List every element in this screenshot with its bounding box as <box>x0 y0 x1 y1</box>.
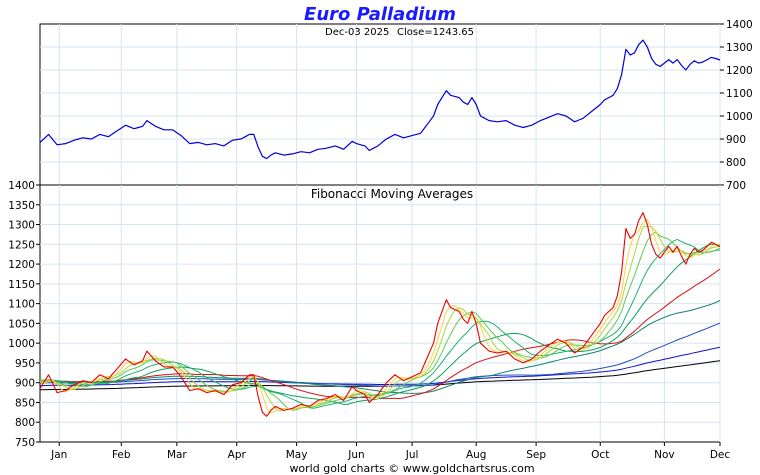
info-close: Close=1243.65 <box>397 27 474 38</box>
x-tick-label: Mar <box>167 449 187 461</box>
ma-y-tick-label: 1200 <box>8 259 35 271</box>
ma-line-21 <box>40 243 721 405</box>
ma-panel-frame <box>39 184 721 443</box>
ma-line-89 <box>40 322 721 387</box>
x-tick-label: Aug <box>466 449 487 461</box>
ma-line-13 <box>39 238 721 409</box>
ma-lines <box>39 212 721 417</box>
ma-line-3 <box>39 218 721 414</box>
ma-y-tick-label: 1100 <box>8 299 35 311</box>
ma-y-tick-label: 750 <box>15 437 35 449</box>
price-y-tick-label: 1200 <box>726 65 753 77</box>
x-axis: Jan Feb Mar Apr May Jun Jul Aug Sep Oct Nov Dec <box>50 442 730 461</box>
x-tick-label: Jul <box>405 449 419 461</box>
ma-y-tick-label: 1000 <box>8 338 35 350</box>
price-panel-frame <box>39 23 721 186</box>
ma-line-144 <box>39 346 721 387</box>
x-tick-label: Dec <box>710 449 731 461</box>
ma-subtitle: Fibonacci Moving Averages <box>311 187 473 201</box>
x-tick-label: Sep <box>526 449 546 461</box>
ma-y-tick-label: 1350 <box>8 200 35 212</box>
price-y-tick-label: 1400 <box>726 19 753 31</box>
x-tick-label: Nov <box>654 449 675 461</box>
ma-y-tick-label: 1400 <box>8 180 35 192</box>
price-y-tick-label: 1000 <box>726 111 753 123</box>
x-tick-label: Jan <box>50 449 67 461</box>
price-lines <box>39 39 721 160</box>
price-y-axis: 700 800 900 1000 1100 1200 1300 1400 <box>720 19 753 192</box>
ma-y-axis: 750 800 850 900 950 1000 1050 1100 1150 1200 1250 1… <box>8 180 40 449</box>
x-tick-label: Oct <box>591 449 609 461</box>
price-y-tick-label: 1300 <box>726 42 753 54</box>
ma-y-tick-label: 1050 <box>8 318 35 330</box>
chart-title: Euro Palladium <box>304 4 456 25</box>
footer-credit: world gold charts © www.goldchartsrus.co… <box>289 462 534 475</box>
ma-line-8 <box>39 231 721 411</box>
ma-y-tick-label: 900 <box>15 378 35 390</box>
x-tick-label: Jun <box>347 449 364 461</box>
ma-panel: 750 800 850 900 950 1000 1050 1100 1150 1200 1250 1… <box>8 180 730 461</box>
price-panel: 700 800 900 1000 1100 1200 1300 1400 Euro Palla… <box>39 4 753 192</box>
price-y-tick-label: 800 <box>726 157 746 169</box>
price-y-tick-label: 700 <box>726 180 746 192</box>
ma-price-line <box>39 212 721 417</box>
ma-panel-grid <box>40 185 721 442</box>
ma-y-tick-label: 1250 <box>8 239 35 251</box>
ma-y-tick-label: 850 <box>15 397 35 409</box>
info-date: Dec-03 2025 <box>325 27 389 38</box>
ma-y-tick-label: 800 <box>15 417 35 429</box>
x-tick-label: May <box>286 449 308 461</box>
ma-y-tick-label: 1300 <box>8 220 35 232</box>
price-y-tick-label: 900 <box>726 134 746 146</box>
ma-y-tick-label: 950 <box>15 358 35 370</box>
price-y-tick-label: 1100 <box>726 88 753 100</box>
x-tick-label: Apr <box>228 449 247 461</box>
price-line <box>39 39 721 160</box>
ma-y-tick-label: 1150 <box>8 279 35 291</box>
x-tick-label: Feb <box>112 449 131 461</box>
